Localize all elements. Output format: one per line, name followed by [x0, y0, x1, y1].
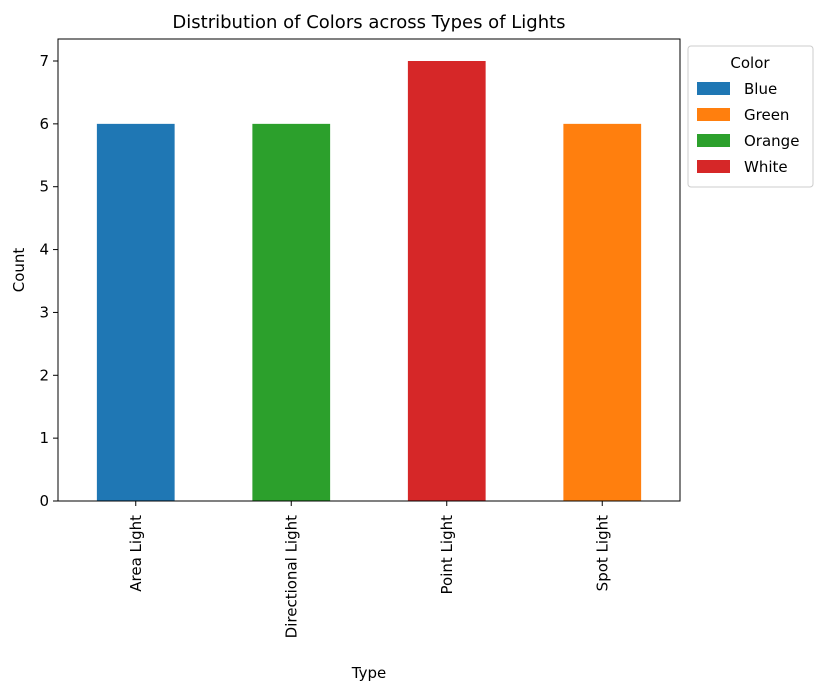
bars-group: [96, 61, 642, 502]
legend-label-white: White: [744, 158, 788, 176]
legend-label-blue: Blue: [744, 80, 777, 98]
x-tick-label-area-light: Area Light: [127, 515, 145, 592]
legend-swatch-white: [697, 160, 730, 173]
y-tick-label: 4: [39, 241, 49, 259]
y-tick-label: 1: [39, 429, 49, 447]
y-axis-ticks: 0 1 2 3 4 5 6 7: [39, 52, 58, 510]
x-axis-label: Type: [351, 664, 386, 682]
legend-frame: [687, 45, 814, 188]
plot-area-frame: [57, 38, 681, 502]
legend-swatch-green: [697, 108, 730, 121]
chart-title: Distribution of Colors across Types of L…: [172, 12, 565, 33]
x-axis-ticks: Area Light Directional Light Point Light Sp…: [127, 501, 611, 638]
legend-label-orange: Orange: [744, 132, 799, 150]
legend-swatch-orange: [697, 134, 730, 147]
y-tick-label: 2: [39, 366, 49, 384]
x-tick-label-directional-light: Directional Light: [282, 515, 300, 638]
y-tick-label: 3: [39, 303, 49, 321]
x-tick-label-point-light: Point Light: [438, 515, 456, 595]
y-tick-label: 6: [39, 115, 49, 133]
x-tick-label-spot-light: Spot Light: [593, 515, 611, 591]
legend-label-green: Green: [744, 106, 789, 124]
y-axis-label: Count: [10, 248, 28, 293]
bar-directional-light-orange: [252, 123, 331, 502]
legend-swatch-blue: [697, 82, 730, 95]
legend: Color Blue Green Orange White: [687, 45, 814, 188]
bar-spot-light-green: [563, 123, 642, 502]
y-tick-label: 5: [39, 178, 49, 196]
y-tick-label: 0: [39, 492, 49, 510]
bar-area-light-blue: [96, 123, 175, 502]
y-tick-label: 7: [39, 52, 49, 70]
bar-point-light-white: [407, 61, 486, 501]
legend-items: Blue Green Orange White: [697, 80, 799, 176]
legend-title: Color: [730, 54, 770, 72]
